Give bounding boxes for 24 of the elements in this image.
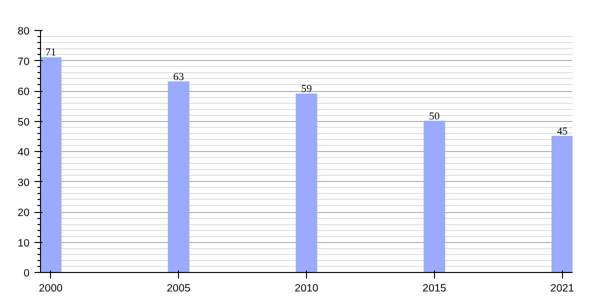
y-tick-label: 40 <box>18 146 30 158</box>
x-tick-label: 2021 <box>550 282 574 294</box>
y-tick-label: 70 <box>18 56 30 68</box>
y-tick-label: 30 <box>18 176 30 189</box>
x-tick-label: 2015 <box>422 282 446 294</box>
bar <box>40 57 62 272</box>
y-tick-label: 10 <box>18 237 30 250</box>
data-label: 50 <box>429 111 440 122</box>
x-tick-label: 2010 <box>294 282 318 294</box>
bar <box>168 81 190 272</box>
bar <box>296 94 318 272</box>
data-label: 59 <box>301 84 312 96</box>
y-tick-label: 60 <box>18 86 30 98</box>
y-tick-label: 20 <box>18 207 30 219</box>
x-tick-label: 2005 <box>166 282 191 294</box>
y-tick-label: 0 <box>24 268 30 280</box>
y-tick-label: 80 <box>18 26 30 38</box>
x-tick-label: 2000 <box>38 282 63 294</box>
y-tick-label: 50 <box>18 116 30 128</box>
bar <box>552 136 572 272</box>
data-label: 45 <box>556 126 568 138</box>
data-label: 71 <box>45 48 56 59</box>
bar <box>424 120 446 272</box>
data-label: 63 <box>173 72 184 83</box>
